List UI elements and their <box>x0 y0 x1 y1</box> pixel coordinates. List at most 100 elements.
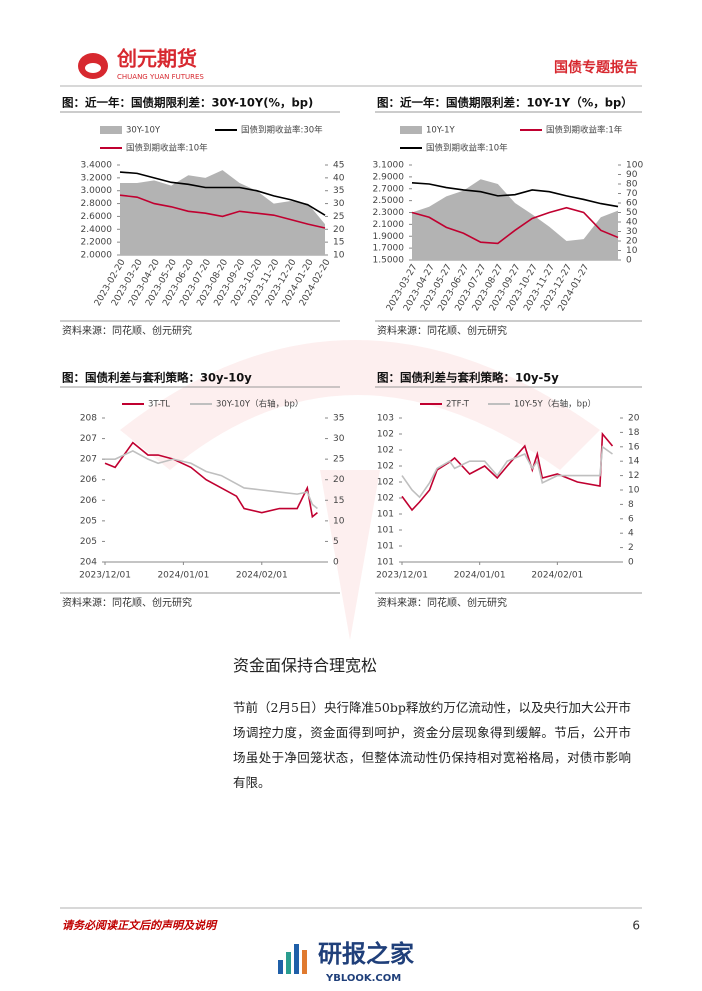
y-tick-label: 205 <box>80 516 97 526</box>
y-tick-label: 206 <box>80 475 97 485</box>
watermark-name: 研报之家 <box>318 940 414 968</box>
y2-tick-label: 10 <box>626 246 638 256</box>
line <box>104 441 318 519</box>
legend-swatch <box>400 126 422 134</box>
y-tick-label: 3.2000 <box>81 173 113 183</box>
report-title: 国债专题报告 <box>554 59 638 76</box>
chart-source: 资料来源：同花顺、创元研究 <box>62 324 192 337</box>
legend-swatch <box>100 126 122 134</box>
x-tick-label: 2024/01/01 <box>454 571 506 581</box>
x-tick-label: 2023/12/01 <box>376 571 428 581</box>
logo-subtext: CHUANG YUAN FUTURES <box>117 73 204 81</box>
legend-label: 30Y-10Y <box>126 126 161 136</box>
legend-label: 10Y-1Y <box>426 126 455 136</box>
chart-source: 资料来源：同花顺、创元研究 <box>377 324 507 337</box>
y2-tick-label: 35 <box>333 414 344 424</box>
legend-label: 国债到期收益率:10年 <box>126 143 208 154</box>
y-tick-label: 101 <box>377 542 394 552</box>
line <box>401 445 613 499</box>
y2-tick-label: 20 <box>628 414 640 424</box>
y2-tick-label: 50 <box>626 208 638 218</box>
line <box>411 206 619 245</box>
y-tick-label: 2.6000 <box>81 212 113 222</box>
watermark-icon <box>286 952 291 974</box>
disclaimer: 请务必阅读正文后的声明及说明 <box>62 919 218 932</box>
y2-tick-label: 30 <box>626 227 638 237</box>
legend-label: 30Y-10Y（右轴，bp） <box>216 399 303 410</box>
watermark-icon <box>294 944 299 974</box>
y2-tick-label: 40 <box>333 173 345 183</box>
y-tick-label: 102 <box>377 446 394 456</box>
chart-title: 图：国债利差与套利策略：30y-10y <box>62 371 252 385</box>
y-tick-label: 1.7000 <box>373 244 405 254</box>
logo-text: 创元期货 <box>116 47 197 71</box>
y-tick-label: 208 <box>80 414 97 424</box>
y-tick-label: 205 <box>80 537 97 547</box>
legend-label: 10Y-5Y（右轴，bp） <box>514 399 596 410</box>
y2-tick-label: 15 <box>333 496 344 506</box>
y-tick-label: 2.4000 <box>81 225 113 235</box>
y2-tick-label: 14 <box>628 457 640 467</box>
y-tick-label: 102 <box>377 478 394 488</box>
y2-tick-label: 5 <box>333 537 339 547</box>
chart-title: 图：国债利差与套利策略：10y-5y <box>377 371 559 385</box>
y-tick-label: 2.1000 <box>373 220 405 230</box>
chart-source: 资料来源：同花顺、创元研究 <box>62 596 192 609</box>
y2-tick-label: 20 <box>333 225 345 235</box>
y2-tick-label: 100 <box>626 161 643 171</box>
y2-tick-label: 2 <box>628 543 634 553</box>
background-decoration <box>120 340 600 470</box>
y-tick-label: 102 <box>377 462 394 472</box>
y2-tick-label: 80 <box>626 180 638 190</box>
y2-tick-label: 35 <box>333 186 344 196</box>
x-tick-label: 2024/02/01 <box>236 571 288 581</box>
y2-tick-label: 12 <box>628 471 639 481</box>
y-tick-label: 2.3000 <box>373 208 405 218</box>
watermark-icon <box>302 950 307 974</box>
line <box>119 171 326 216</box>
y-tick-label: 101 <box>377 510 394 520</box>
y2-tick-label: 40 <box>626 218 638 228</box>
area <box>120 170 325 255</box>
legend-label: 2TF-T <box>446 400 470 410</box>
y2-tick-label: 20 <box>333 475 345 485</box>
y-tick-label: 2.5000 <box>373 196 405 206</box>
y2-tick-label: 10 <box>333 516 345 526</box>
y2-tick-label: 0 <box>628 558 634 568</box>
legend-label: 国债到期收益率:30年 <box>241 125 323 136</box>
y-tick-label: 206 <box>80 496 97 506</box>
y-tick-label: 2.9000 <box>373 172 405 182</box>
y2-tick-label: 20 <box>626 237 638 247</box>
y2-tick-label: 25 <box>333 212 344 222</box>
watermark-icon <box>278 960 283 974</box>
y2-tick-label: 15 <box>333 238 344 248</box>
y2-tick-label: 4 <box>628 529 634 539</box>
section-heading: 资金面保持合理宽松 <box>233 656 378 675</box>
background-decoration <box>320 470 380 640</box>
chart-title: 图：近一年：国债期限利差：30Y-10Y(%，bp) <box>62 96 313 110</box>
y2-tick-label: 25 <box>333 455 344 465</box>
y-tick-label: 103 <box>377 414 394 424</box>
x-tick-label: 2024/02/01 <box>531 571 583 581</box>
y-tick-label: 102 <box>377 430 394 440</box>
chart-source: 资料来源：同花顺、创元研究 <box>377 596 507 609</box>
y-tick-label: 1.5000 <box>373 256 405 266</box>
y-tick-label: 101 <box>377 526 394 536</box>
y2-tick-label: 8 <box>628 500 634 510</box>
x-tick-label: 2024/01/01 <box>157 571 209 581</box>
y2-tick-label: 70 <box>626 189 638 199</box>
y-tick-label: 2.2000 <box>81 238 113 248</box>
y2-tick-label: 45 <box>333 161 344 171</box>
y2-tick-label: 60 <box>626 199 638 209</box>
watermark-site: YBLOOK.COM <box>325 973 401 984</box>
page-number: 6 <box>632 919 640 933</box>
y2-tick-label: 18 <box>628 428 640 438</box>
y2-tick-label: 16 <box>628 442 640 452</box>
y-tick-label: 3.4000 <box>81 161 113 171</box>
y-tick-label: 207 <box>80 455 97 465</box>
line <box>119 194 326 229</box>
y2-tick-label: 10 <box>333 251 345 261</box>
line <box>401 431 614 512</box>
legend-label: 3T-TL <box>148 400 170 410</box>
